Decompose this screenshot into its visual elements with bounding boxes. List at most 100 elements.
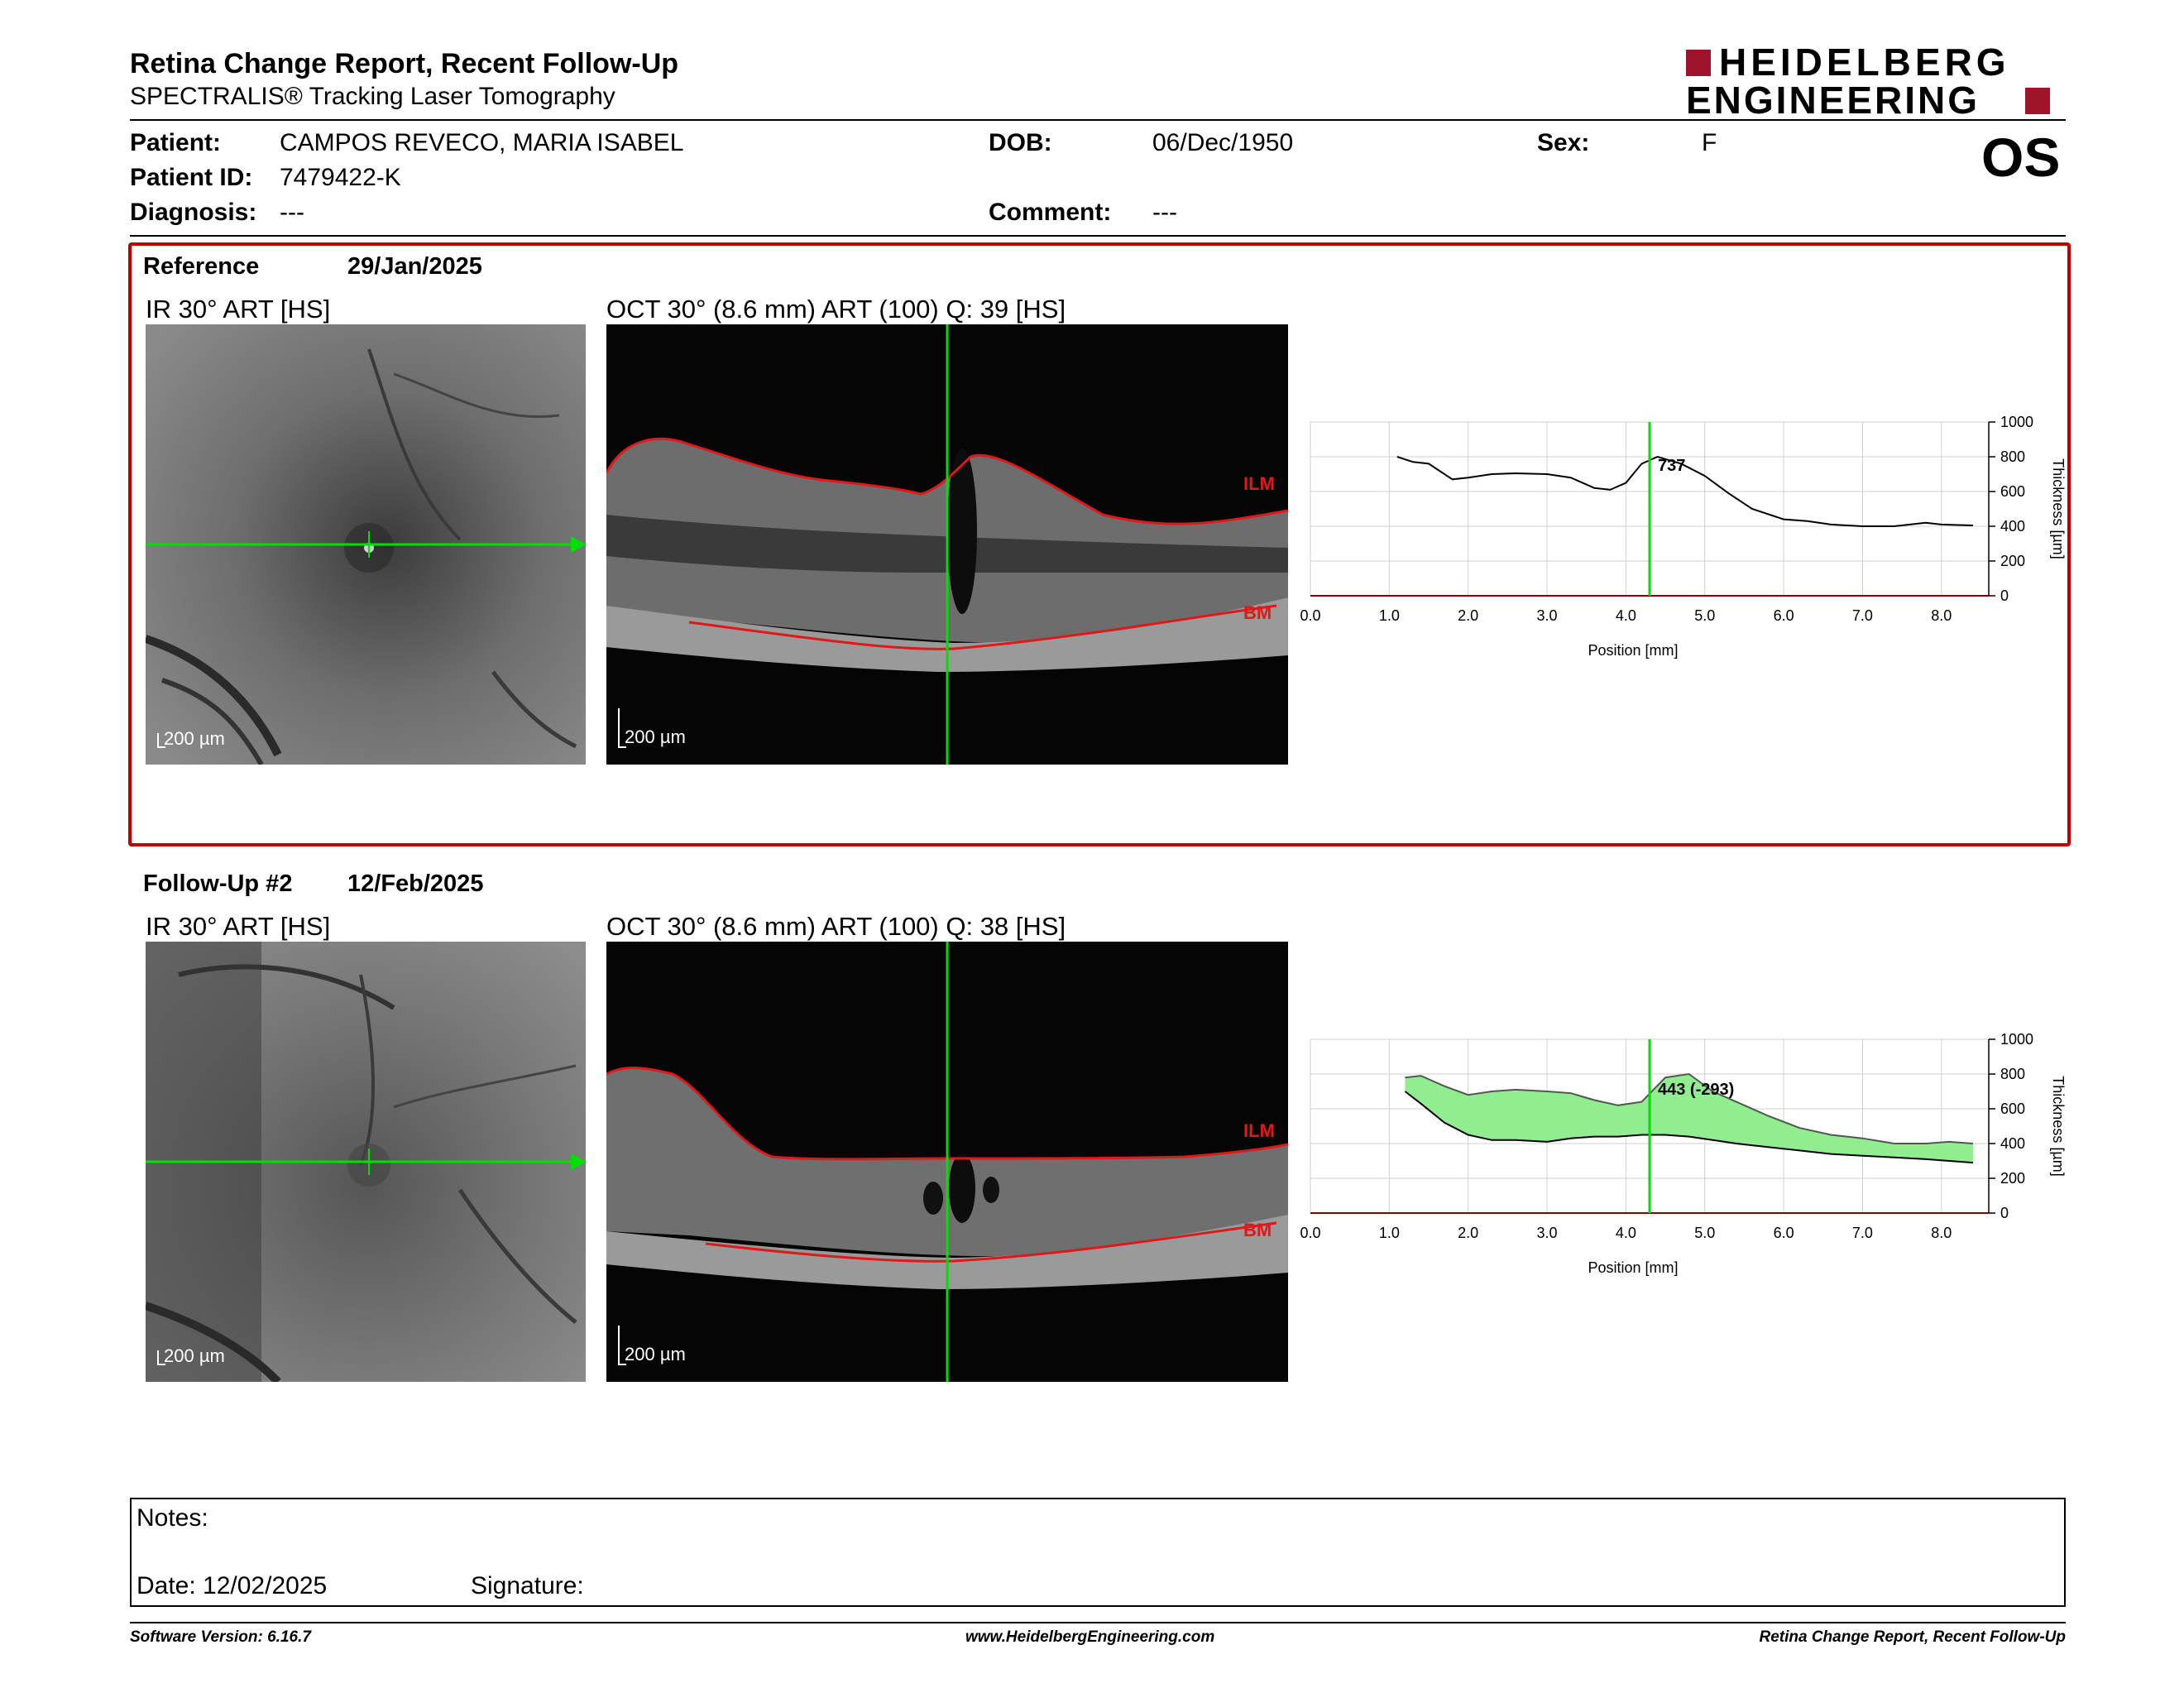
bm-label: BM [1243, 1220, 1272, 1240]
oct-bscan-graphic [606, 942, 1288, 1382]
x-tick-label: 1.0 [1379, 1225, 1400, 1241]
x-tick-label: 3.0 [1537, 1225, 1558, 1241]
footer-website-link[interactable]: www.HeidelbergEngineering.com [965, 1628, 1215, 1646]
patient-name: CAMPOS REVECO, MARIA ISABEL [280, 129, 684, 156]
footer-software-version: Software Version: 6.16.7 [130, 1628, 311, 1646]
ilm-label: ILM [1243, 1120, 1275, 1141]
scale-label: 200 µm [625, 1344, 686, 1364]
patient-id-label: Patient ID: [130, 164, 253, 191]
followup-oct-caption: OCT 30° (8.6 mm) ART (100) Q: 38 [HS] [606, 912, 1066, 941]
x-tick-label: 2.0 [1458, 607, 1478, 624]
x-tick-label: 8.0 [1931, 1225, 1952, 1241]
x-tick-label: 4.0 [1616, 1225, 1636, 1241]
x-tick-label: 2.0 [1458, 1225, 1478, 1241]
notes-box[interactable]: Notes: Date: 12/02/2025 Signature: [130, 1498, 2066, 1607]
y-tick-label: 600 [2000, 1101, 2025, 1117]
x-tick-label: 1.0 [1379, 607, 1400, 624]
thickness-line-0 [1405, 1072, 1974, 1144]
y-tick-label: 0 [2000, 1205, 2009, 1221]
x-axis-label: Position [mm] [1588, 642, 1678, 659]
scale-bar-icon [157, 733, 159, 748]
logo-line-2: ENGINEERING [1686, 79, 1980, 122]
thickness-annotation: 737 [1658, 457, 1685, 475]
y-tick-label: 1000 [2000, 414, 2033, 430]
followup-thickness-chart: 0.0 1.0 2.0 3.0 4.0 5.0 6.0 7.0 8.0 0 200 400 600 800… [1300, 1031, 2067, 1276]
x-axis-label: Position [mm] [1588, 1259, 1678, 1276]
oct-bscan-graphic [606, 324, 1288, 765]
report-title: Retina Change Report, Recent Follow-Up [130, 48, 679, 79]
eye-label: OS [1981, 127, 2061, 188]
y-axis-label: Thickness [µm] [2050, 1076, 2067, 1176]
reference-oct-image[interactable]: ILM BM 200 µm [606, 324, 1288, 765]
x-tick-label: 5.0 [1694, 607, 1715, 624]
y-tick-label: 0 [2000, 587, 2009, 604]
scale-bar-icon [618, 708, 620, 748]
x-tick-label: 0.0 [1300, 1225, 1320, 1241]
x-tick-label: 8.0 [1931, 607, 1952, 624]
y-axis-label: Thickness [µm] [2050, 458, 2067, 559]
comment-value: --- [1152, 199, 1177, 226]
bm-line [688, 604, 1277, 650]
diagnosis-label: Diagnosis: [130, 199, 257, 226]
bm-line [705, 1221, 1277, 1263]
thickness-annotation: 443 (-293) [1658, 1081, 1734, 1099]
sex-value: F [1702, 129, 1717, 156]
ilm-line [606, 438, 1288, 525]
header-divider [130, 119, 2066, 121]
reference-ir-image[interactable]: 200 µm [146, 324, 586, 765]
y-tick-label: 800 [2000, 1066, 2025, 1082]
reference-ir-caption: IR 30° ART [HS] [146, 295, 331, 324]
logo-square-icon [2025, 88, 2050, 114]
dob-value: 06/Dec/1950 [1152, 129, 1294, 156]
followup-ir-image[interactable]: 200 µm [146, 942, 586, 1382]
thickness-line-1 [1404, 1091, 1974, 1164]
patient-label: Patient: [130, 129, 222, 156]
reference-oct-caption: OCT 30° (8.6 mm) ART (100) Q: 39 [HS] [606, 295, 1066, 324]
ilm-line [606, 1067, 1288, 1161]
scan-arrow-icon [571, 1153, 586, 1170]
y-tick-label: 400 [2000, 1135, 2025, 1152]
x-tick-label: 4.0 [1616, 607, 1636, 624]
reference-thickness-chart: 0.0 1.0 2.0 3.0 4.0 5.0 6.0 7.0 8.0 0 200 400 600 800… [1300, 414, 2067, 659]
logo-line-1: HEIDELBERG [1719, 41, 2010, 84]
x-tick-label: 0.0 [1300, 607, 1320, 624]
scan-arrow-icon [571, 536, 586, 553]
sex-label: Sex: [1537, 129, 1590, 156]
y-tick-label: 600 [2000, 483, 2025, 500]
patient-divider [130, 235, 2066, 237]
ir-fundus-graphic [146, 324, 586, 765]
report-subtitle: SPECTRALIS® Tracking Laser Tomography [130, 83, 615, 110]
followup-oct-image[interactable]: ILM BM 200 µm [606, 942, 1288, 1382]
scale-label: 200 µm [625, 727, 686, 747]
x-tick-label: 6.0 [1774, 1225, 1794, 1241]
dob-label: DOB: [989, 129, 1052, 156]
heidelberg-logo: HEIDELBERG ENGINEERING [1686, 41, 2067, 122]
x-tick-label: 5.0 [1694, 1225, 1715, 1241]
reference-label: Reference [143, 253, 260, 280]
diagnosis-value: --- [280, 199, 304, 226]
scale-bar-icon [618, 1326, 620, 1365]
followup-date: 12/Feb/2025 [347, 870, 484, 897]
comment-label: Comment: [989, 199, 1112, 226]
notes-date: Date: 12/02/2025 [136, 1572, 328, 1599]
patient-id: 7479422-K [280, 164, 401, 191]
x-tick-label: 7.0 [1852, 607, 1873, 624]
y-tick-label: 1000 [2000, 1031, 2033, 1048]
x-tick-label: 6.0 [1774, 607, 1794, 624]
followup-label: Follow-Up #2 [143, 870, 293, 897]
footer-report-name: Retina Change Report, Recent Follow-Up [1759, 1628, 2066, 1646]
footer-divider [130, 1622, 2066, 1623]
bm-label: BM [1243, 602, 1272, 623]
y-tick-label: 800 [2000, 448, 2025, 465]
x-tick-label: 7.0 [1852, 1225, 1873, 1241]
ilm-label: ILM [1243, 473, 1275, 494]
scale-bar-icon [157, 1350, 159, 1365]
notes-label: Notes: [136, 1504, 208, 1532]
change-area [1405, 1074, 1973, 1163]
y-tick-label: 400 [2000, 518, 2025, 535]
reference-frame [128, 242, 2071, 846]
y-tick-label: 200 [2000, 1170, 2025, 1187]
reference-date: 29/Jan/2025 [347, 253, 482, 280]
ir-fundus-graphic [146, 942, 586, 1382]
followup-ir-caption: IR 30° ART [HS] [146, 912, 331, 941]
